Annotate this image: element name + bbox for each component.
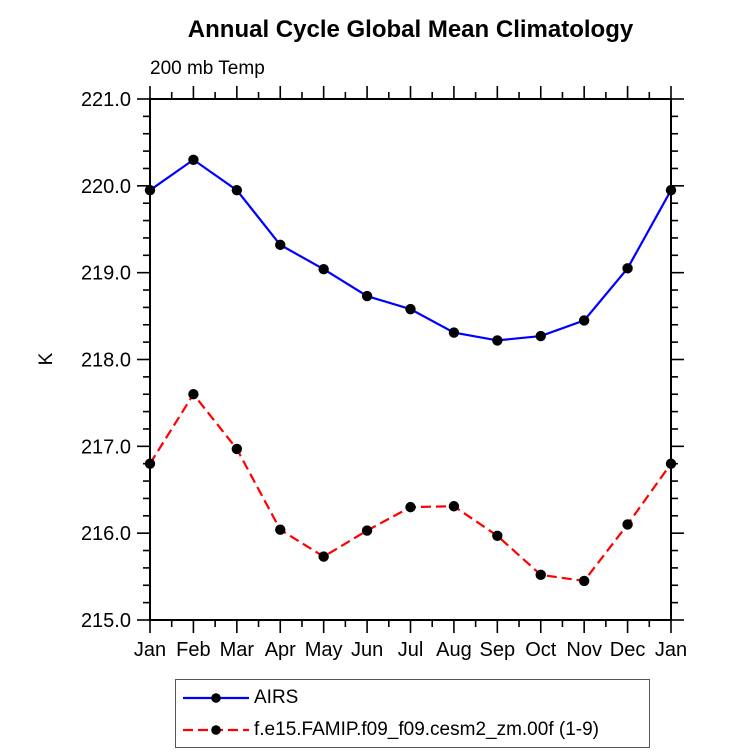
- legend-label-model: f.e15.FAMIP.f09_f09.cesm2_zm.00f (1-9): [254, 718, 599, 740]
- x-tick-label: Feb: [176, 639, 210, 661]
- data-point-marker: [231, 184, 243, 196]
- data-point-marker: [535, 569, 546, 581]
- y-tick-label: 215.0: [81, 610, 131, 632]
- x-tick-label: Sep: [480, 639, 516, 661]
- data-point-marker: [318, 263, 329, 275]
- data-point-marker: [318, 551, 329, 562]
- data-point-marker: [448, 327, 460, 338]
- legend: AIRS f.e15.FAMIP.f09_f09.cesm2_zm.00f (1…: [175, 679, 650, 748]
- y-tick-label: 220.0: [81, 176, 131, 198]
- data-point-marker: [448, 501, 460, 512]
- x-axis-ticks: [149, 86, 672, 633]
- x-tick-label: Aug: [436, 639, 472, 661]
- x-tick-label: Dec: [610, 639, 646, 661]
- data-point-marker: [188, 154, 199, 165]
- data-point-marker: [622, 263, 633, 274]
- x-tick-label: Jun: [351, 639, 383, 661]
- data-point-marker: [361, 525, 373, 536]
- data-point-marker: [231, 443, 243, 455]
- y-tick-label: 221.0: [81, 89, 131, 111]
- data-point-marker: [492, 335, 503, 346]
- data-point-marker: [492, 530, 503, 541]
- x-tick-label: Nov: [566, 639, 602, 661]
- data-point-marker: [275, 524, 286, 535]
- legend-item-airs: AIRS: [176, 682, 649, 714]
- x-axis-tick-labels: Jan Feb Mar Apr May Jun Jul Aug Sep Oct Nov Dec Jan: [134, 639, 687, 661]
- legend-swatch-airs: [183, 692, 249, 703]
- y-tick-label: 218.0: [81, 350, 131, 372]
- x-tick-label: May: [305, 639, 343, 661]
- x-tick-label: Oct: [525, 639, 557, 661]
- plot-frame: [149, 98, 672, 621]
- x-tick-label: Apr: [265, 639, 296, 661]
- chart-title: Annual Cycle Global Mean Climatology: [187, 16, 634, 43]
- legend-marker: [211, 692, 221, 703]
- series-line: [149, 392, 672, 583]
- y-axis-ticks: [137, 98, 684, 621]
- legend-item-model: f.e15.FAMIP.f09_f09.cesm2_zm.00f (1-9): [176, 714, 649, 746]
- x-tick-label: Mar: [220, 639, 255, 661]
- data-point-marker: [275, 239, 286, 251]
- data-point-marker: [405, 303, 416, 315]
- y-tick-label: 217.0: [81, 436, 131, 458]
- series-model: [144, 389, 677, 587]
- data-point-marker: [535, 330, 546, 342]
- x-tick-label: Jan: [655, 639, 687, 661]
- legend-label-airs: AIRS: [254, 686, 299, 708]
- legend-marker: [211, 724, 221, 735]
- x-tick-label: Jul: [398, 639, 424, 661]
- x-tick-label: Jan: [134, 639, 166, 661]
- data-point-marker: [622, 519, 633, 530]
- legend-swatch-model: [183, 724, 249, 735]
- data-point-marker: [578, 575, 590, 587]
- chart-subtitle: 200 mb Temp: [150, 58, 265, 79]
- y-axis-tick-labels: 215.0 216.0 217.0 218.0 219.0 220.0 221.0: [81, 89, 131, 632]
- data-point-marker: [188, 389, 199, 400]
- data-point-marker: [361, 290, 373, 302]
- series-airs: [144, 154, 677, 346]
- y-tick-label: 216.0: [81, 523, 131, 545]
- data-point-marker: [405, 501, 416, 513]
- data-point-marker: [578, 315, 590, 326]
- y-tick-label: 219.0: [81, 263, 131, 285]
